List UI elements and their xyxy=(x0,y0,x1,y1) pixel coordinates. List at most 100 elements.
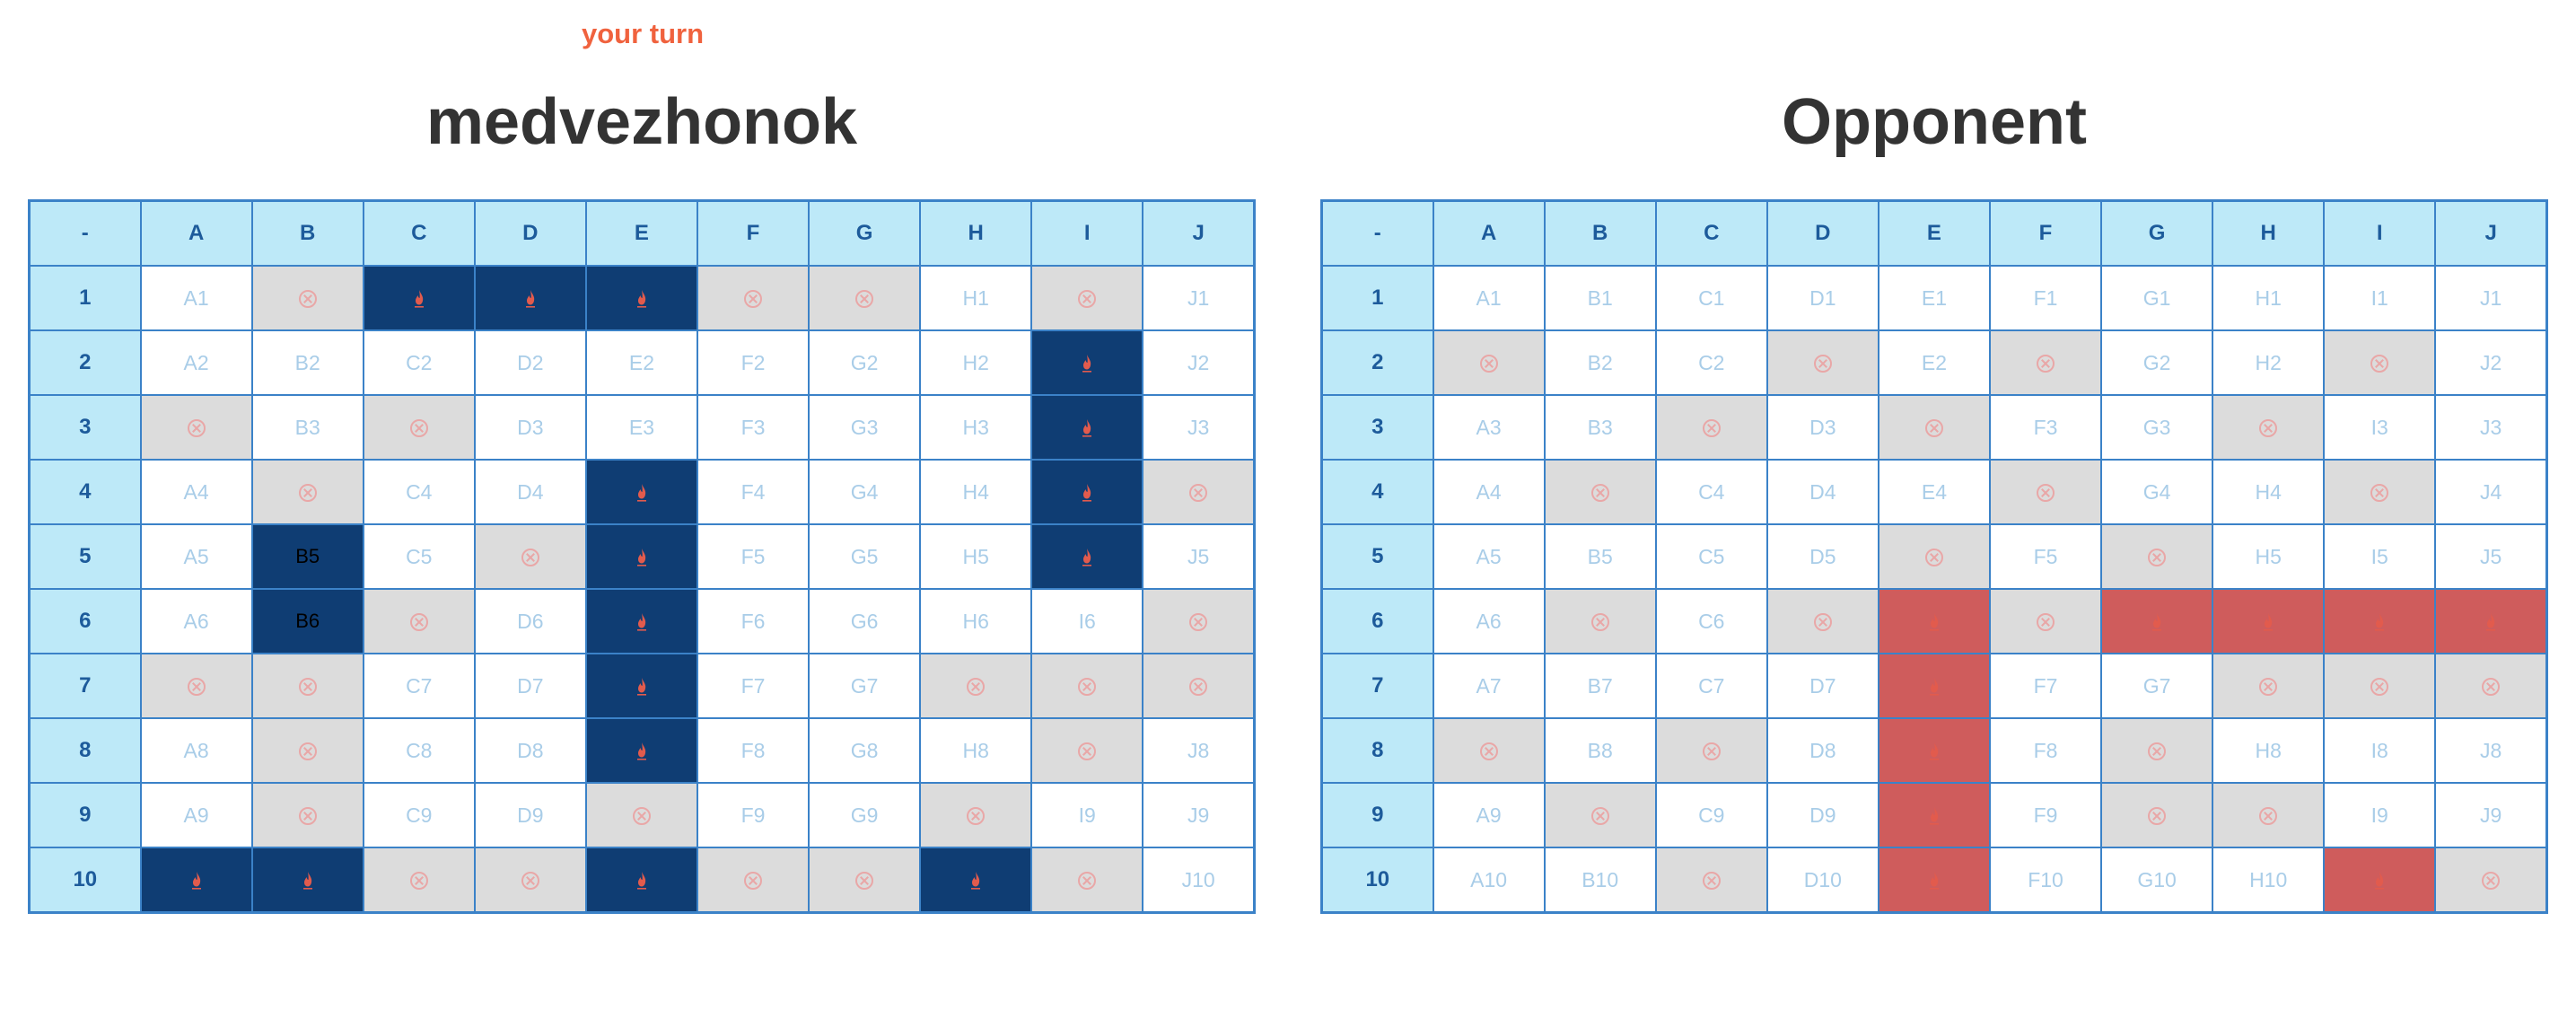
miss-cell[interactable] xyxy=(2212,782,2326,848)
empty-cell-f9[interactable]: F9 xyxy=(1988,782,2103,848)
empty-cell-h5[interactable]: H5 xyxy=(2212,523,2326,590)
empty-cell-b7[interactable]: B7 xyxy=(1543,653,1657,719)
empty-cell-d8[interactable]: D8 xyxy=(1766,717,1879,784)
empty-cell-h1[interactable]: H1 xyxy=(2212,265,2326,331)
empty-cell-c9[interactable]: C9 xyxy=(1654,782,1768,848)
miss-cell[interactable] xyxy=(2434,847,2548,914)
empty-cell-h10[interactable]: H10 xyxy=(2212,847,2326,914)
miss-cell[interactable] xyxy=(1877,394,1991,461)
empty-cell-g2[interactable]: G2 xyxy=(2100,329,2214,396)
empty-cell-b5[interactable]: B5 xyxy=(1543,523,1657,590)
empty-cell-i3[interactable]: I3 xyxy=(2323,394,2437,461)
hit-cell[interactable] xyxy=(2434,588,2548,654)
miss-cell[interactable] xyxy=(1988,588,2103,654)
miss-cell[interactable] xyxy=(2323,653,2437,719)
empty-cell-a10[interactable]: A10 xyxy=(1432,847,1546,914)
empty-cell-j4[interactable]: J4 xyxy=(2434,459,2548,525)
empty-cell-e4[interactable]: E4 xyxy=(1877,459,1991,525)
miss-cell[interactable] xyxy=(1766,588,1879,654)
empty-cell-g3[interactable]: G3 xyxy=(2100,394,2214,461)
empty-cell-d1[interactable]: D1 xyxy=(1766,265,1879,331)
empty-cell-f10[interactable]: F10 xyxy=(1988,847,2103,914)
miss-cell[interactable] xyxy=(1543,588,1657,654)
empty-cell-j8[interactable]: J8 xyxy=(2434,717,2548,784)
miss-cell[interactable] xyxy=(1543,459,1657,525)
empty-cell-i1[interactable]: I1 xyxy=(2323,265,2437,331)
miss-cell[interactable] xyxy=(2100,523,2214,590)
empty-cell-f3[interactable]: F3 xyxy=(1988,394,2103,461)
miss-cell[interactable] xyxy=(2323,459,2437,525)
miss-cell[interactable] xyxy=(1654,847,1768,914)
hit-cell[interactable] xyxy=(2212,588,2326,654)
empty-cell-a9[interactable]: A9 xyxy=(1432,782,1546,848)
hit-cell[interactable] xyxy=(1877,847,1991,914)
empty-cell-a7[interactable]: A7 xyxy=(1432,653,1546,719)
empty-cell-f7[interactable]: F7 xyxy=(1988,653,2103,719)
miss-cell[interactable] xyxy=(1654,394,1768,461)
miss-cell[interactable] xyxy=(1543,782,1657,848)
miss-cell[interactable] xyxy=(2323,329,2437,396)
empty-cell-h4[interactable]: H4 xyxy=(2212,459,2326,525)
empty-cell-f1[interactable]: F1 xyxy=(1988,265,2103,331)
empty-cell-j1[interactable]: J1 xyxy=(2434,265,2548,331)
empty-cell-f5[interactable]: F5 xyxy=(1988,523,2103,590)
empty-cell-b10[interactable]: B10 xyxy=(1543,847,1657,914)
empty-cell-j3[interactable]: J3 xyxy=(2434,394,2548,461)
empty-cell-d9[interactable]: D9 xyxy=(1766,782,1879,848)
empty-cell-e2[interactable]: E2 xyxy=(1877,329,1991,396)
hit-cell[interactable] xyxy=(2323,847,2437,914)
miss-cell[interactable] xyxy=(1766,329,1879,396)
hit-cell[interactable] xyxy=(2100,588,2214,654)
empty-cell-b2[interactable]: B2 xyxy=(1543,329,1657,396)
miss-cell[interactable] xyxy=(1432,717,1546,784)
miss-cell[interactable] xyxy=(1877,523,1991,590)
empty-cell-c6[interactable]: C6 xyxy=(1654,588,1768,654)
miss-cell[interactable] xyxy=(1432,329,1546,396)
empty-cell-e1[interactable]: E1 xyxy=(1877,265,1991,331)
hit-cell[interactable] xyxy=(1877,717,1991,784)
empty-cell-i8[interactable]: I8 xyxy=(2323,717,2437,784)
miss-cell[interactable] xyxy=(1988,329,2103,396)
empty-cell-a5[interactable]: A5 xyxy=(1432,523,1546,590)
miss-cell[interactable] xyxy=(2434,653,2548,719)
empty-cell-g4[interactable]: G4 xyxy=(2100,459,2214,525)
miss-cell[interactable] xyxy=(2100,717,2214,784)
empty-cell-c4[interactable]: C4 xyxy=(1654,459,1768,525)
empty-cell-d5[interactable]: D5 xyxy=(1766,523,1879,590)
empty-cell-a3[interactable]: A3 xyxy=(1432,394,1546,461)
empty-cell-j5[interactable]: J5 xyxy=(2434,523,2548,590)
empty-cell-j9[interactable]: J9 xyxy=(2434,782,2548,848)
empty-cell-c2[interactable]: C2 xyxy=(1654,329,1768,396)
empty-cell-g1[interactable]: G1 xyxy=(2100,265,2214,331)
miss-cell[interactable] xyxy=(2212,394,2326,461)
miss-cell[interactable] xyxy=(1988,459,2103,525)
hit-cell[interactable] xyxy=(1877,653,1991,719)
empty-cell-a6[interactable]: A6 xyxy=(1432,588,1546,654)
empty-cell-h2[interactable]: H2 xyxy=(2212,329,2326,396)
empty-cell-g7[interactable]: G7 xyxy=(2100,653,2214,719)
empty-cell-a1[interactable]: A1 xyxy=(1432,265,1546,331)
empty-cell-c1[interactable]: C1 xyxy=(1654,265,1768,331)
empty-cell-b1[interactable]: B1 xyxy=(1543,265,1657,331)
empty-cell-c7[interactable]: C7 xyxy=(1654,653,1768,719)
empty-cell-a4[interactable]: A4 xyxy=(1432,459,1546,525)
empty-cell-f8[interactable]: F8 xyxy=(1988,717,2103,784)
hit-cell[interactable] xyxy=(1877,588,1991,654)
empty-cell-d3[interactable]: D3 xyxy=(1766,394,1879,461)
miss-cell[interactable] xyxy=(2212,653,2326,719)
empty-cell-i9[interactable]: I9 xyxy=(2323,782,2437,848)
empty-cell-b8[interactable]: B8 xyxy=(1543,717,1657,784)
empty-cell-g10[interactable]: G10 xyxy=(2100,847,2214,914)
empty-cell-i5[interactable]: I5 xyxy=(2323,523,2437,590)
empty-cell-h8[interactable]: H8 xyxy=(2212,717,2326,784)
miss-cell[interactable] xyxy=(2100,782,2214,848)
hit-cell[interactable] xyxy=(1877,782,1991,848)
empty-cell-c5[interactable]: C5 xyxy=(1654,523,1768,590)
empty-cell-d4[interactable]: D4 xyxy=(1766,459,1879,525)
hit-cell[interactable] xyxy=(2323,588,2437,654)
empty-cell-b3[interactable]: B3 xyxy=(1543,394,1657,461)
empty-cell-d10[interactable]: D10 xyxy=(1766,847,1879,914)
miss-cell[interactable] xyxy=(1654,717,1768,784)
empty-cell-d7[interactable]: D7 xyxy=(1766,653,1879,719)
empty-cell-j2[interactable]: J2 xyxy=(2434,329,2548,396)
